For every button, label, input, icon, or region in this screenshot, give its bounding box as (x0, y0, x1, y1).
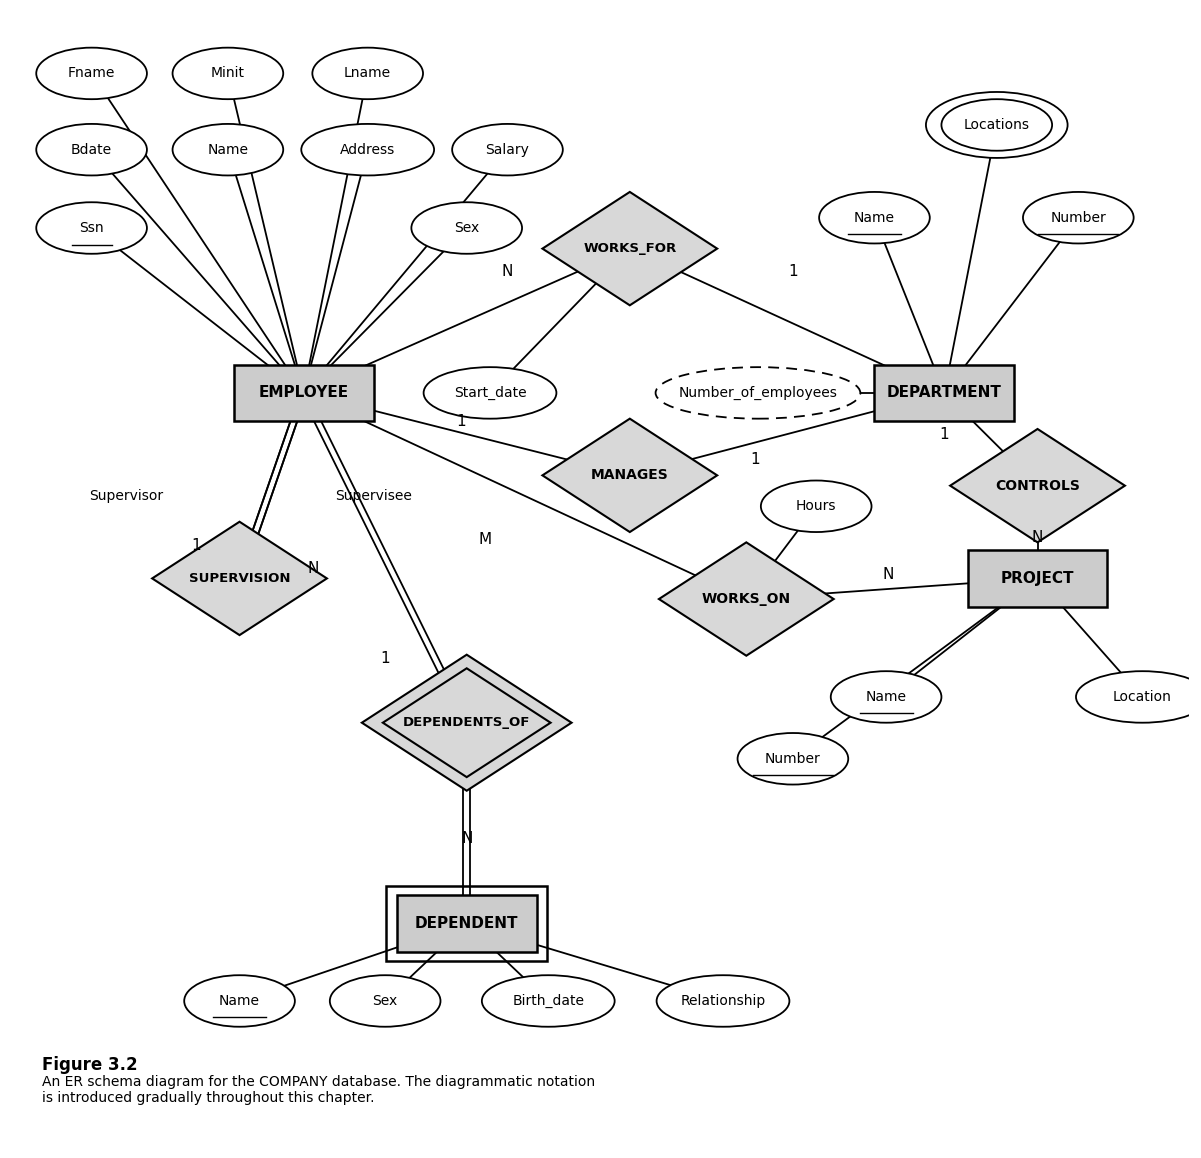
Text: Salary: Salary (485, 142, 530, 156)
Ellipse shape (173, 47, 283, 100)
Polygon shape (153, 522, 327, 635)
Ellipse shape (1076, 672, 1201, 723)
Text: DEPENDENT: DEPENDENT (416, 916, 519, 931)
Text: Sex: Sex (372, 994, 398, 1007)
Text: Number: Number (765, 752, 820, 765)
Text: Name: Name (208, 142, 249, 156)
Text: Number: Number (1051, 211, 1106, 225)
Text: Name: Name (219, 994, 261, 1007)
Text: MANAGES: MANAGES (591, 468, 669, 483)
Polygon shape (362, 654, 572, 791)
Ellipse shape (452, 124, 563, 176)
Text: WORKS_FOR: WORKS_FOR (584, 242, 676, 255)
Ellipse shape (831, 672, 942, 723)
Ellipse shape (173, 124, 283, 176)
Polygon shape (383, 668, 550, 777)
Ellipse shape (656, 367, 860, 419)
Text: N: N (307, 560, 318, 576)
Text: Sex: Sex (454, 221, 479, 235)
Text: CONTROLS: CONTROLS (996, 478, 1080, 492)
Text: An ER schema diagram for the COMPANY database. The diagrammatic notation
is intr: An ER schema diagram for the COMPANY dat… (42, 1075, 596, 1105)
FancyBboxPatch shape (968, 550, 1107, 607)
Ellipse shape (942, 100, 1052, 151)
Ellipse shape (36, 203, 147, 254)
Text: N: N (1032, 529, 1044, 544)
Ellipse shape (301, 124, 434, 176)
Text: Locations: Locations (963, 118, 1029, 132)
Text: Relationship: Relationship (681, 994, 765, 1007)
Ellipse shape (1023, 192, 1134, 243)
Text: Address: Address (340, 142, 395, 156)
FancyBboxPatch shape (874, 365, 1014, 422)
Ellipse shape (737, 733, 848, 785)
Text: Minit: Minit (211, 66, 245, 80)
Text: Start_date: Start_date (454, 386, 526, 400)
Text: Lname: Lname (345, 66, 392, 80)
Text: M: M (479, 532, 492, 547)
Ellipse shape (926, 91, 1068, 157)
Text: Fname: Fname (68, 66, 115, 80)
Polygon shape (659, 542, 833, 655)
Ellipse shape (36, 47, 147, 100)
Text: Hours: Hours (796, 499, 836, 513)
Text: SUPERVISION: SUPERVISION (189, 572, 291, 585)
FancyBboxPatch shape (234, 365, 374, 422)
Ellipse shape (36, 124, 147, 176)
Ellipse shape (657, 975, 789, 1027)
Text: 1: 1 (939, 426, 949, 441)
Polygon shape (543, 419, 717, 532)
Ellipse shape (761, 481, 872, 532)
Text: Name: Name (854, 211, 895, 225)
Text: 1: 1 (192, 538, 202, 552)
Text: N: N (461, 830, 472, 845)
FancyBboxPatch shape (396, 895, 537, 952)
Ellipse shape (819, 192, 930, 243)
Text: EMPLOYEE: EMPLOYEE (258, 386, 348, 401)
Text: Location: Location (1113, 690, 1172, 704)
Polygon shape (543, 192, 717, 306)
Ellipse shape (412, 203, 522, 254)
Text: 1: 1 (381, 651, 390, 666)
Text: N: N (883, 566, 894, 581)
Ellipse shape (482, 975, 615, 1027)
Text: Supervisor: Supervisor (90, 489, 163, 503)
Text: PROJECT: PROJECT (1000, 571, 1074, 586)
Ellipse shape (184, 975, 295, 1027)
Text: DEPENDENTS_OF: DEPENDENTS_OF (404, 716, 531, 730)
Text: DEPARTMENT: DEPARTMENT (886, 386, 1002, 401)
Text: Ssn: Ssn (79, 221, 104, 235)
Text: 1: 1 (456, 415, 466, 430)
Text: 1: 1 (788, 264, 797, 279)
Ellipse shape (312, 47, 423, 100)
Ellipse shape (424, 367, 556, 419)
Ellipse shape (330, 975, 441, 1027)
Polygon shape (950, 428, 1125, 542)
Text: 1: 1 (751, 453, 760, 468)
Text: N: N (502, 264, 513, 279)
Text: Supervisee: Supervisee (335, 489, 412, 503)
Text: Name: Name (866, 690, 907, 704)
Text: Birth_date: Birth_date (513, 994, 584, 1009)
Text: Number_of_employees: Number_of_employees (679, 386, 837, 400)
Text: WORKS_ON: WORKS_ON (701, 592, 791, 606)
Text: Figure 3.2: Figure 3.2 (42, 1056, 138, 1075)
Text: Bdate: Bdate (71, 142, 112, 156)
